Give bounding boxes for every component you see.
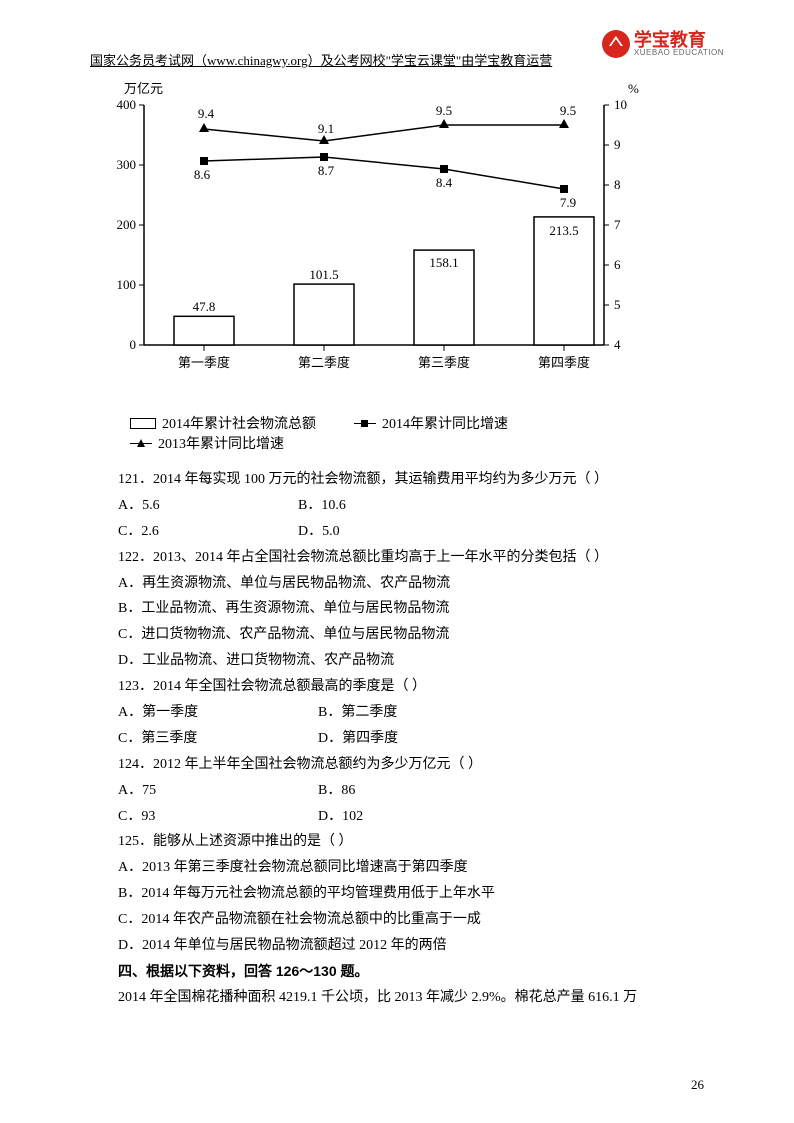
y2-axis-label: % <box>628 81 639 96</box>
svg-text:9.5: 9.5 <box>436 103 452 118</box>
svg-text:400: 400 <box>117 97 137 112</box>
svg-text:9.5: 9.5 <box>560 103 576 118</box>
line-2014: 8.6 8.7 8.4 7.9 <box>194 153 576 210</box>
q122-opt-c: C．进口货物物流、农产品物流、单位与居民物品物流 <box>118 622 704 648</box>
svg-text:7: 7 <box>614 217 621 232</box>
legend-square-icon <box>354 423 376 424</box>
q122-opt-a: A．再生资源物流、单位与居民物品物流、农产品物流 <box>118 571 704 597</box>
legend-bar-icon <box>130 418 156 429</box>
bar-series <box>174 217 594 345</box>
svg-text:10: 10 <box>614 97 627 112</box>
q125-opt-b: B．2014 年每万元社会物流总额的平均管理费用低于上年水平 <box>118 881 704 907</box>
brand-logo: 学宝教育 XUEBAO EDUCATION <box>602 30 724 58</box>
x-axis-labels: 第一季度 第二季度 第三季度 第四季度 <box>178 345 590 370</box>
chart-svg: 0 100 200 300 400 4 5 6 7 8 9 10 万亿元 % 4… <box>94 75 654 405</box>
q123-opt-a: A．第一季度 <box>118 700 318 726</box>
q121-opt-c: C．2.6 <box>118 519 298 545</box>
svg-text:9: 9 <box>614 137 621 152</box>
svg-text:8: 8 <box>614 177 621 192</box>
logo-text-en: XUEBAO EDUCATION <box>634 49 724 57</box>
svg-text:7.9: 7.9 <box>560 195 576 210</box>
logo-text-cn: 学宝教育 <box>634 31 724 49</box>
legend-sq-label: 2014年累计同比增速 <box>382 413 508 433</box>
svg-text:6: 6 <box>614 257 621 272</box>
section-4-heading: 四、根据以下资料，回答 126～130 题。 <box>118 959 704 985</box>
legend-tri-label: 2013年累计同比增速 <box>158 433 284 453</box>
logo-icon <box>602 30 630 58</box>
chart-legend-row2: 2013年累计同比增速 <box>130 433 704 453</box>
svg-text:8.4: 8.4 <box>436 175 453 190</box>
q123-stem: 123．2014 年全国社会物流总额最高的季度是（ ） <box>118 674 704 700</box>
svg-text:第二季度: 第二季度 <box>298 355 350 370</box>
q122-opt-d: D．工业品物流、进口货物物流、农产品物流 <box>118 648 704 674</box>
svg-text:第三季度: 第三季度 <box>418 355 470 370</box>
svg-text:第四季度: 第四季度 <box>538 355 590 370</box>
page-number: 26 <box>691 1077 704 1093</box>
svg-text:8.6: 8.6 <box>194 167 211 182</box>
q124-opt-b: B．86 <box>318 778 355 804</box>
svg-text:5: 5 <box>614 297 621 312</box>
q121-opt-b: B．10.6 <box>298 493 346 519</box>
legend-triangle-icon <box>130 443 152 444</box>
svg-text:9.1: 9.1 <box>318 121 334 136</box>
q123-opt-b: B．第二季度 <box>318 700 397 726</box>
svg-text:8.7: 8.7 <box>318 163 335 178</box>
legend-bar-label: 2014年累计社会物流总额 <box>162 413 316 433</box>
q125-opt-d: D．2014 年单位与居民物品物流额超过 2012 年的两倍 <box>118 933 704 959</box>
bar-labels: 47.8 101.5 158.1 213.5 <box>193 223 579 314</box>
q121-opt-a: A．5.6 <box>118 493 298 519</box>
chart-legend-row1: 2014年累计社会物流总额 2014年累计同比增速 <box>130 413 704 433</box>
svg-text:4: 4 <box>614 337 621 352</box>
q122-opt-b: B．工业品物流、再生资源物流、单位与居民物品物流 <box>118 596 704 622</box>
svg-text:0: 0 <box>130 337 137 352</box>
svg-text:100: 100 <box>117 277 137 292</box>
svg-text:9.4: 9.4 <box>198 106 215 121</box>
q124-opt-d: D．102 <box>318 804 363 830</box>
q125-opt-a: A．2013 年第三季度社会物流总额同比增速高于第四季度 <box>118 855 704 881</box>
y1-axis-label: 万亿元 <box>124 81 163 96</box>
svg-text:158.1: 158.1 <box>429 255 458 270</box>
svg-text:300: 300 <box>117 157 137 172</box>
svg-text:200: 200 <box>117 217 137 232</box>
q123-opt-d: D．第四季度 <box>318 726 398 752</box>
section-4-text: 2014 年全国棉花播种面积 4219.1 千公顷，比 2013 年减少 2.9… <box>118 985 704 1011</box>
question-block: 121．2014 年每实现 100 万元的社会物流额，其运输费用平均约为多少万元… <box>90 467 704 1011</box>
q125-opt-c: C．2014 年农产品物流额在社会物流总额中的比重高于一成 <box>118 907 704 933</box>
svg-text:47.8: 47.8 <box>193 299 216 314</box>
svg-text:213.5: 213.5 <box>549 223 578 238</box>
line-2013: 9.4 9.1 9.5 9.5 <box>198 103 576 144</box>
q123-opt-c: C．第三季度 <box>118 726 318 752</box>
q122-stem: 122．2013、2014 年占全国社会物流总额比重均高于上一年水平的分类包括（… <box>118 545 704 571</box>
q124-opt-c: C．93 <box>118 804 318 830</box>
q124-opt-a: A．75 <box>118 778 318 804</box>
q121-opt-d: D．5.0 <box>298 519 340 545</box>
q121-stem: 121．2014 年每实现 100 万元的社会物流额，其运输费用平均约为多少万元… <box>118 467 704 493</box>
logistics-chart: 0 100 200 300 400 4 5 6 7 8 9 10 万亿元 % 4… <box>94 75 654 405</box>
q124-stem: 124．2012 年上半年全国社会物流总额约为多少万亿元（ ） <box>118 752 704 778</box>
svg-text:第一季度: 第一季度 <box>178 355 230 370</box>
svg-text:101.5: 101.5 <box>309 267 338 282</box>
q125-stem: 125．能够从上述资源中推出的是（ ） <box>118 829 704 855</box>
